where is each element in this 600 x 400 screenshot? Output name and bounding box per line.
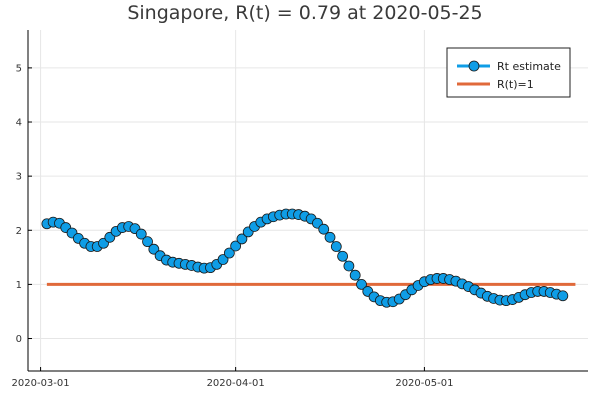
data-point-rt-estimate-30 bbox=[230, 240, 242, 252]
legend-label-rt-1: R(t)=1 bbox=[497, 78, 534, 91]
y-tick-label-0: 0 bbox=[16, 334, 22, 345]
series-layer bbox=[41, 208, 576, 308]
legend-label-rt-estimate: Rt estimate bbox=[497, 60, 561, 73]
data-point-rt-estimate-46 bbox=[330, 241, 342, 252]
legend: Rt estimate R(t)=1 bbox=[446, 47, 571, 98]
x-tick-label-0: 2020-03-01 bbox=[12, 378, 70, 389]
x-tick-label-2: 2020-05-01 bbox=[395, 378, 453, 389]
data-point-rt-estimate-47 bbox=[337, 250, 349, 262]
data-point-rt-estimate-82 bbox=[557, 290, 569, 302]
data-point-rt-estimate-44 bbox=[318, 223, 330, 235]
y-tick-label-4: 4 bbox=[16, 118, 22, 129]
legend-box bbox=[446, 47, 571, 98]
x-tick-label-1: 2020-04-01 bbox=[207, 378, 265, 389]
legend-marker-rt-estimate bbox=[468, 60, 480, 72]
data-point-rt-estimate-17 bbox=[148, 243, 160, 255]
data-point-rt-estimate-48 bbox=[343, 260, 355, 272]
chart-title: Singapore, R(t) = 0.79 at 2020-05-25 bbox=[127, 2, 482, 24]
data-point-rt-estimate-16 bbox=[142, 236, 153, 248]
y-tick-label-3: 3 bbox=[16, 172, 22, 183]
data-point-rt-estimate-28 bbox=[217, 254, 229, 265]
data-point-rt-estimate-49 bbox=[349, 269, 361, 281]
axes-layer: 0 1 2 3 4 5 2020-03-01 2020-04-01 2020-05-01 bbox=[12, 30, 588, 389]
data-point-rt-estimate-15 bbox=[135, 228, 147, 240]
data-point-rt-estimate-45 bbox=[324, 231, 336, 243]
data-point-rt-estimate-29 bbox=[223, 247, 235, 259]
y-tick-label-2: 2 bbox=[16, 226, 22, 237]
data-point-rt-estimate-50 bbox=[356, 278, 367, 290]
y-tick-label-5: 5 bbox=[16, 63, 22, 74]
data-point-rt-estimate-31 bbox=[236, 233, 248, 245]
y-tick-label-1: 1 bbox=[16, 280, 22, 291]
